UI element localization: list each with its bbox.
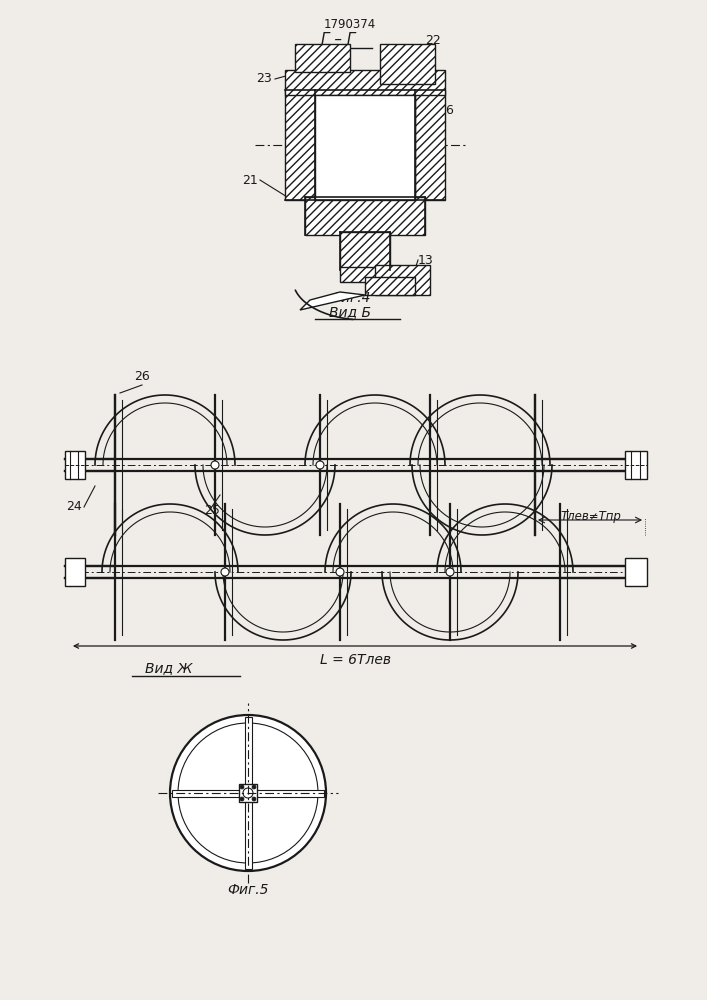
Bar [305,197,425,235]
Text: 1790374: 1790374 [324,18,376,31]
Bar [375,265,430,295]
Text: 22: 22 [425,33,440,46]
Polygon shape [245,717,252,869]
Text: Вид Б: Вид Б [329,305,371,319]
Circle shape [240,785,244,789]
Bar [340,267,390,282]
Text: 13: 13 [418,253,434,266]
Text: L = 6Tлев: L = 6Tлев [320,653,390,667]
Bar [315,95,415,200]
Circle shape [221,568,229,576]
Circle shape [240,797,244,801]
Bar [285,70,445,95]
Circle shape [243,788,253,798]
Circle shape [170,715,326,871]
Text: 24: 24 [66,500,82,514]
Polygon shape [300,292,365,310]
Bar [340,232,390,270]
Text: Фиг.4: Фиг.4 [329,291,370,305]
Circle shape [178,723,318,863]
Polygon shape [172,790,324,796]
Bar [365,277,415,295]
Bar [380,44,435,84]
Bar [65,451,85,479]
Bar [65,558,85,586]
Bar [415,90,445,200]
Bar [625,451,647,479]
Circle shape [446,568,454,576]
Text: Фиг.5: Фиг.5 [227,883,269,897]
Bar [239,784,257,802]
Text: 6: 6 [445,104,453,116]
Circle shape [316,461,324,469]
Bar [295,44,350,72]
Circle shape [252,797,256,801]
Circle shape [336,568,344,576]
Bar [285,90,315,200]
Text: 23: 23 [256,73,272,86]
Text: 26: 26 [134,370,150,383]
Bar [625,558,647,586]
Text: 21: 21 [243,174,258,186]
Circle shape [211,461,219,469]
Circle shape [252,785,256,789]
Text: 25: 25 [204,504,220,516]
Text: Tлев≠Tпр: Tлев≠Tпр [561,510,621,523]
Text: Г – Г: Г – Г [321,32,355,47]
Text: Вид Ж: Вид Ж [145,661,192,675]
